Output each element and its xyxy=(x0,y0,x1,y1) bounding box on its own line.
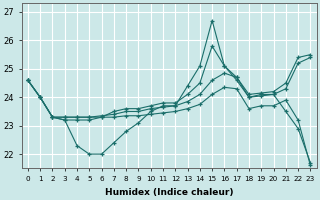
X-axis label: Humidex (Indice chaleur): Humidex (Indice chaleur) xyxy=(105,188,233,197)
